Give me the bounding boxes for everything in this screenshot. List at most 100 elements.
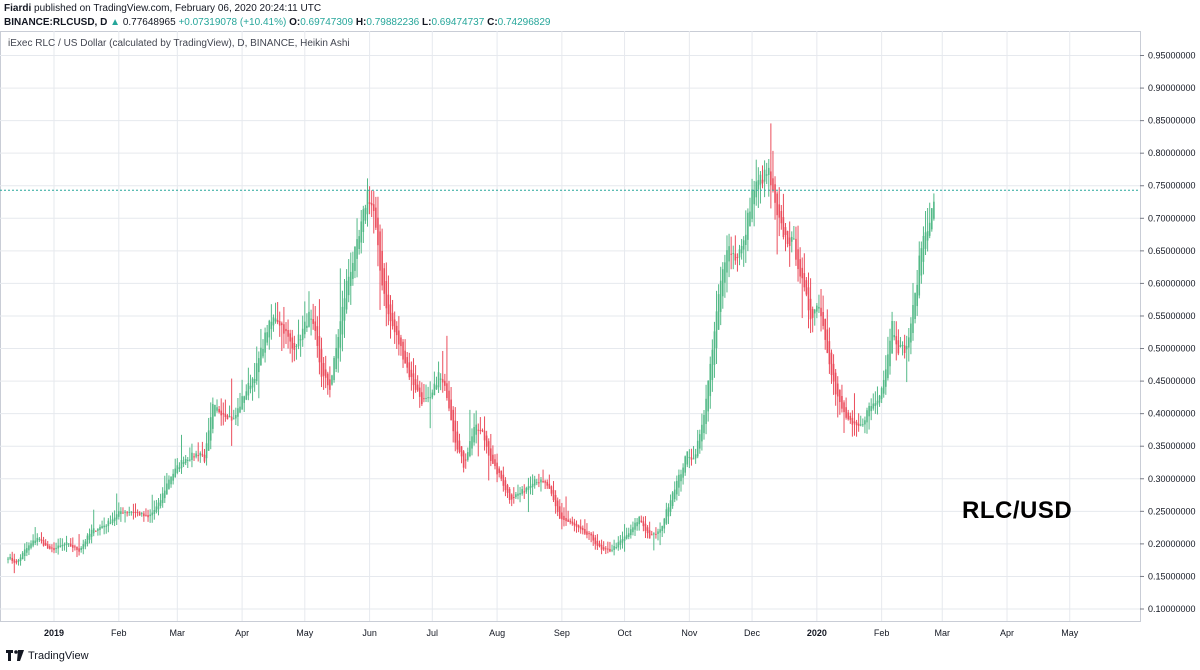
candle-body: [692, 458, 695, 460]
candle-body: [851, 417, 854, 425]
candle-body: [788, 237, 791, 246]
candle-body: [228, 416, 231, 418]
candle-body: [640, 520, 643, 523]
candle-body: [312, 319, 314, 324]
candle-body: [761, 179, 764, 184]
candle-body: [805, 280, 808, 295]
candle-body: [841, 396, 843, 409]
candle-body: [132, 511, 135, 513]
candle-body: [19, 557, 22, 561]
candle-body: [471, 436, 473, 449]
candle-body: [565, 517, 567, 522]
candle-body: [408, 362, 411, 378]
candle-body: [320, 349, 323, 377]
time-axis[interactable]: 2019 Feb Mar Apr May Jun Jul Aug Sep Oct Nov Dec 202…: [44, 628, 1079, 638]
candle-body: [820, 307, 822, 317]
candle-body: [391, 312, 394, 327]
candle-body: [166, 483, 168, 495]
candle-body: [933, 201, 935, 219]
candle-body: [435, 385, 438, 390]
candle-body: [421, 392, 423, 405]
candle-body: [101, 526, 103, 529]
candle-body: [406, 357, 409, 368]
candle-body: [744, 234, 747, 245]
candle-body: [533, 479, 536, 486]
candle-body: [80, 547, 82, 550]
candle-body: [21, 552, 24, 560]
candle-body: [625, 535, 628, 539]
candle-body: [540, 479, 542, 483]
candle-body: [818, 306, 820, 309]
candle-body: [659, 529, 661, 533]
candle-body: [297, 334, 300, 347]
candle-body: [191, 452, 193, 460]
candle-body: [178, 467, 181, 470]
candle-body: [749, 211, 751, 227]
candle-body: [57, 545, 59, 549]
candle-body: [113, 517, 116, 522]
candle-body: [577, 525, 580, 528]
candle-body: [790, 236, 793, 242]
candle-body: [824, 318, 827, 340]
candle-body: [736, 257, 739, 259]
candle-body: [893, 335, 895, 338]
candle-body: [774, 184, 776, 203]
price-tick-label: 0.30000000: [1148, 474, 1196, 484]
candle-body: [784, 227, 787, 235]
price-axis[interactable]: 0.95000000 0.90000000 0.85000000 0.80000000…: [1140, 51, 1196, 614]
candle-body: [826, 329, 829, 353]
author-name[interactable]: Fiardi: [4, 3, 32, 14]
candle-body: [209, 417, 212, 441]
candle-body: [694, 454, 697, 459]
candle-body: [364, 207, 367, 221]
candle-body: [483, 430, 486, 441]
high-label: H:: [355, 17, 367, 28]
candle-body: [776, 193, 778, 216]
candle-body: [554, 494, 557, 507]
candle-body: [105, 525, 108, 527]
candle-body: [862, 424, 864, 426]
candle-body: [663, 518, 666, 529]
candle-body: [326, 373, 329, 386]
candle-body: [676, 480, 678, 495]
candle-body: [331, 375, 333, 385]
time-tick-label: May: [1061, 628, 1079, 638]
candle-body: [627, 533, 630, 537]
candle-body: [636, 522, 638, 527]
chart-title: iExec RLC / US Dollar (calculated by Tra…: [8, 38, 350, 49]
candle-body: [402, 341, 404, 360]
open-label: O:: [289, 17, 301, 28]
candle-body: [78, 548, 80, 552]
candle-body: [609, 548, 611, 552]
candle-body: [678, 474, 680, 488]
candle-body: [527, 486, 530, 490]
candle-body: [891, 321, 893, 354]
candle-body: [134, 512, 137, 514]
candle-body: [274, 318, 277, 322]
candle-body: [477, 429, 480, 431]
candle-body: [782, 217, 785, 238]
candle-body: [347, 276, 350, 296]
candle-body: [272, 317, 275, 326]
tradingview-logo-icon: [6, 650, 24, 661]
candle-body: [410, 369, 413, 377]
candle-body: [828, 341, 831, 365]
candle-body: [765, 174, 768, 176]
candle-body: [684, 456, 686, 473]
candle-body: [504, 480, 507, 491]
candle-body: [92, 528, 95, 534]
candle-body: [28, 545, 30, 551]
candle-body: [343, 298, 346, 321]
candle-body: [295, 345, 298, 347]
candle-body: [310, 318, 312, 320]
candle-body: [832, 363, 835, 382]
candle-body: [235, 415, 237, 419]
candle-body: [653, 533, 655, 535]
candle-body: [711, 349, 714, 381]
candle-body: [372, 204, 375, 211]
price-chart[interactable]: 0.95000000 0.90000000 0.85000000 0.80000000…: [0, 31, 1200, 641]
candle-body: [360, 221, 363, 243]
footer-brand[interactable]: TradingView: [6, 650, 89, 662]
candle-body: [571, 521, 574, 524]
candle-body: [40, 539, 43, 541]
